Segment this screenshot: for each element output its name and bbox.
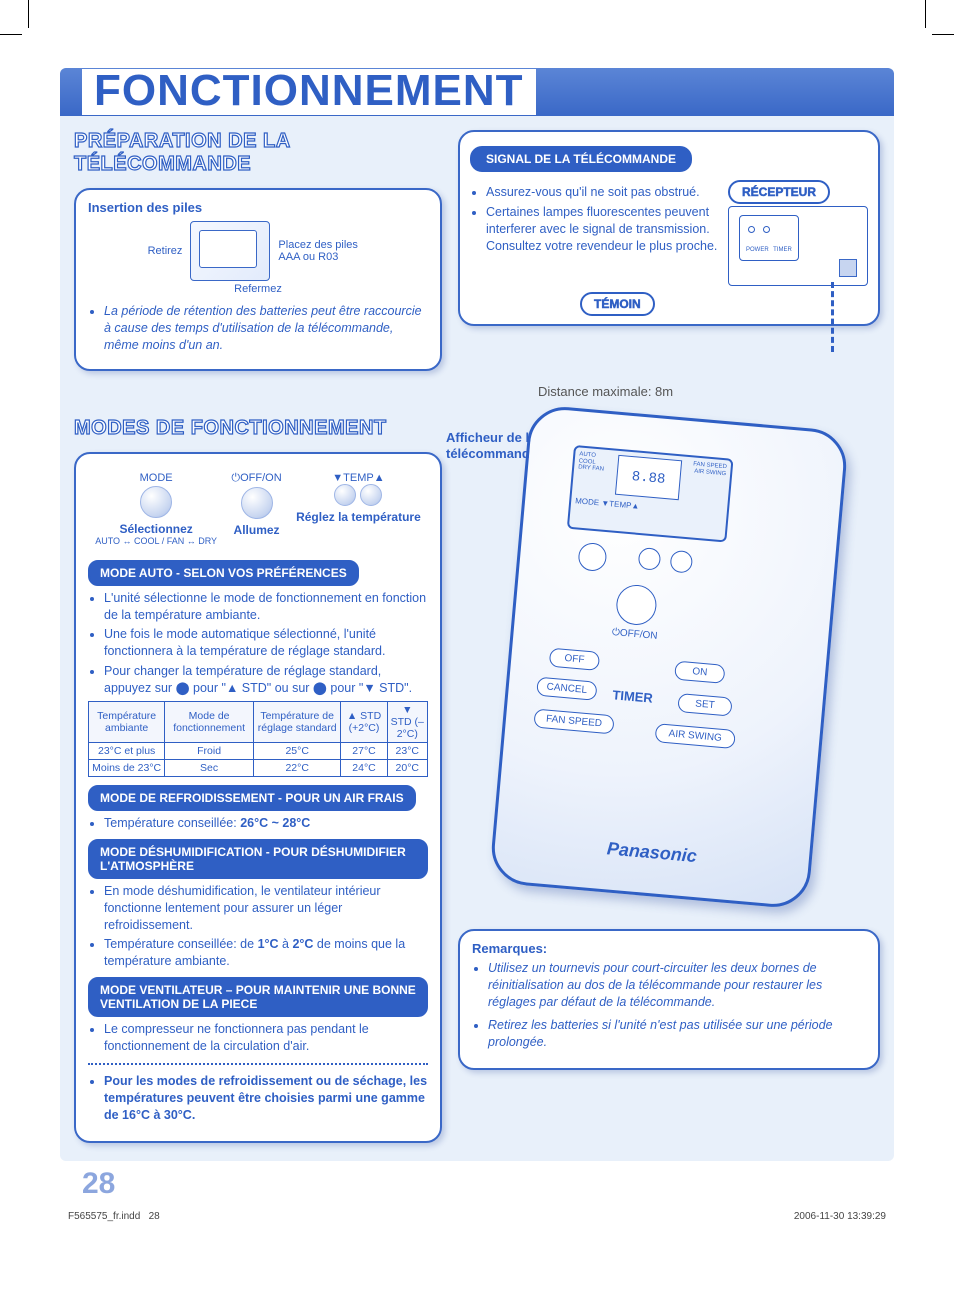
signal-pill: SIGNAL DE LA TÉLÉCOMMANDE bbox=[470, 146, 692, 172]
remote-illustration: AUTO COOL DRY FAN 8.88 FAN SPEED AIR SWI… bbox=[489, 404, 850, 910]
dotted-separator bbox=[88, 1063, 428, 1065]
remote-fanspeed: FAN SPEED bbox=[533, 709, 614, 735]
dehum-b1: En mode déshumidification, le ventilateu… bbox=[104, 883, 428, 934]
recepteur-pill: RÉCEPTEUR bbox=[728, 180, 830, 204]
auto-b3: Pour changer la température de réglage s… bbox=[104, 663, 428, 697]
sig-b1: Assurez-vous qu'il ne soit pas obstrué. bbox=[486, 184, 720, 201]
distance-label: Distance maximale: 8m bbox=[538, 384, 880, 399]
cool-bullet: Température conseillée: 26°C ~ 28°C bbox=[104, 815, 428, 832]
sig-b2: Certaines lampes fluorescentes peuvent i… bbox=[486, 204, 720, 255]
batt-note: La période de rétention des batteries pe… bbox=[104, 303, 428, 354]
insertion-title: Insertion des piles bbox=[88, 200, 428, 215]
rem-1: Utilisez un tournevis pour court-circuit… bbox=[488, 960, 866, 1011]
allumez-label: Allumez bbox=[231, 523, 281, 537]
footer-meta: F565575_fr.indd 28 2006-11-30 13:39:29 bbox=[60, 1201, 894, 1222]
offon-label: ⏻OFF/ON bbox=[231, 472, 281, 485]
temp-table: Température ambiante Mode de fonctionnem… bbox=[88, 701, 428, 777]
cool-pill: MODE DE REFROIDISSEMENT - POUR UN AIR FR… bbox=[88, 785, 416, 811]
remote-off: OFF bbox=[549, 648, 600, 671]
battery-card: Insertion des piles Retirez Placez des p… bbox=[74, 188, 442, 371]
remote-offon-btn bbox=[615, 583, 658, 626]
battery-illustration bbox=[190, 221, 270, 281]
temp-down-icon bbox=[334, 484, 356, 506]
reglez-label: Réglez la température bbox=[296, 510, 421, 524]
rem-2: Retirez les batteries si l'unité n'est p… bbox=[488, 1017, 866, 1051]
remarques-card: Remarques: Utilisez un tournevis pour co… bbox=[458, 929, 880, 1070]
remote-on: ON bbox=[674, 661, 725, 684]
fan-bullet: Le compresseur ne fonctionnera pas penda… bbox=[104, 1021, 428, 1055]
main-panel: FONCTIONNEMENT PRÉPARATION DE LA TÉLÉCOM… bbox=[60, 68, 894, 1161]
page-title: FONCTIONNEMENT bbox=[82, 69, 536, 115]
dehum-b2: Température conseillée: de 1°C à 2°C de … bbox=[104, 936, 428, 970]
temoin-pill: TÉMOIN bbox=[580, 292, 655, 316]
dash-line-icon bbox=[831, 282, 834, 352]
remote-mode-btn bbox=[577, 542, 607, 572]
remote-offon-label: ⏻OFF/ON bbox=[611, 627, 657, 642]
modes-card: MODE Sélectionnez AUTO ↔ COOL / FAN ↔ DR… bbox=[74, 452, 442, 1143]
remarques-heading: Remarques: bbox=[472, 941, 866, 956]
timer-led-icon bbox=[763, 226, 770, 233]
select-sub: AUTO ↔ COOL / FAN ↔ DRY bbox=[95, 536, 217, 546]
title-band: FONCTIONNEMENT bbox=[60, 68, 894, 116]
select-label: Sélectionnez bbox=[95, 522, 217, 536]
auto-b2: Une fois le mode automatique sélectionné… bbox=[104, 626, 428, 660]
page-number: 28 bbox=[82, 1167, 894, 1201]
remote-cancel: CANCEL bbox=[536, 677, 597, 701]
prep-heading: PRÉPARATION DE LA TÉLÉCOMMANDE bbox=[74, 130, 442, 176]
temp-label: ▼TEMP▲ bbox=[296, 472, 421, 484]
offon-button-icon bbox=[241, 487, 273, 519]
remote-set: SET bbox=[677, 693, 732, 717]
mode-label: MODE bbox=[95, 472, 217, 484]
temp-up-icon bbox=[360, 484, 382, 506]
auto-b1: L'unité sélectionne le mode de fonctionn… bbox=[104, 590, 428, 624]
remote-timer: TIMER bbox=[612, 687, 654, 705]
mode-button-icon bbox=[140, 486, 172, 518]
batt-refermez: Refermez bbox=[88, 283, 428, 295]
receiver-sensor-icon bbox=[839, 259, 857, 277]
auto-pill: MODE AUTO - SELON VOS PRÉFÉRENCES bbox=[88, 560, 359, 586]
modes-heading: MODES DE FONCTIONNEMENT bbox=[74, 417, 442, 440]
signal-card: SIGNAL DE LA TÉLÉCOMMANDE Assurez-vous q… bbox=[458, 130, 880, 326]
remote-temp-down bbox=[638, 547, 662, 571]
remote-temp-up bbox=[669, 550, 693, 574]
remote-brand: Panasonic bbox=[495, 829, 810, 877]
dehum-pill: MODE DÉSHUMIDIFICATION - POUR DÉSHUMIDIF… bbox=[88, 839, 428, 879]
batt-retirez: Retirez bbox=[148, 245, 183, 257]
remote-airswing: AIR SWING bbox=[655, 723, 736, 749]
power-led-icon bbox=[748, 226, 755, 233]
receiver-box: POWER TIMER bbox=[728, 206, 868, 286]
batt-placez: Placez des piles AAA ou R03 bbox=[278, 239, 358, 263]
fan-pill: MODE VENTILATEUR – POUR MAINTENIR UNE BO… bbox=[88, 977, 428, 1017]
remote-screen: AUTO COOL DRY FAN 8.88 FAN SPEED AIR SWI… bbox=[567, 445, 734, 543]
bold-note: Pour les modes de refroidissement ou de … bbox=[104, 1073, 428, 1124]
